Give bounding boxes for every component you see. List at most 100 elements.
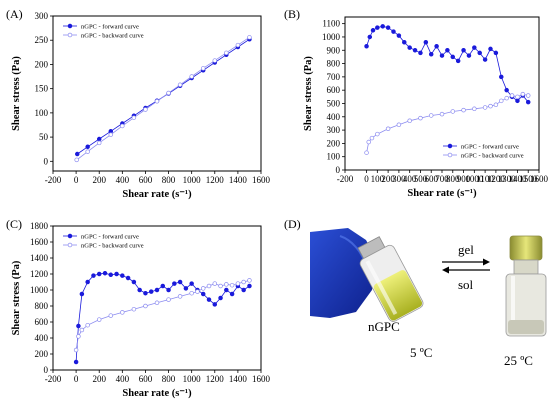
y-tick-label: 1400 xyxy=(30,253,49,263)
plot-frame xyxy=(52,15,262,172)
data-point xyxy=(493,102,499,108)
gel-label: gel xyxy=(458,242,474,257)
data-point xyxy=(499,98,504,104)
legend-marker xyxy=(447,152,453,158)
legend-marker xyxy=(67,23,73,29)
y-tick-label: 150 xyxy=(35,84,49,94)
series-line xyxy=(366,93,529,153)
data-point xyxy=(137,287,142,293)
data-point xyxy=(183,286,189,291)
x-tick-label: 400 xyxy=(403,174,417,184)
data-point xyxy=(143,107,148,112)
x-tick-label: 700 xyxy=(435,174,449,184)
data-point xyxy=(472,106,477,112)
y-tick-label: 1800 xyxy=(30,221,49,231)
data-point xyxy=(85,149,90,154)
data-point xyxy=(520,91,526,97)
y-tick-label: 0 xyxy=(44,365,49,375)
panel-label-b: (B) xyxy=(284,7,300,21)
data-point xyxy=(499,74,504,80)
data-point xyxy=(364,44,369,49)
data-point xyxy=(75,151,80,157)
x-tick-label: 200 xyxy=(92,374,106,384)
data-point xyxy=(218,295,223,301)
y-tick-label: 300 xyxy=(327,125,341,135)
data-point xyxy=(423,40,429,45)
data-point xyxy=(488,46,493,52)
data-point xyxy=(108,313,114,318)
x-tick-label: 1200 xyxy=(206,374,225,384)
x-tick-label: 0 xyxy=(74,175,79,185)
y-tick-label: 1200 xyxy=(30,269,49,279)
x-tick-label: 1100 xyxy=(476,174,494,184)
data-point xyxy=(247,278,252,283)
data-point xyxy=(79,327,85,333)
data-point xyxy=(504,87,509,93)
data-point xyxy=(450,109,456,114)
data-point xyxy=(131,115,137,120)
data-point xyxy=(418,50,423,56)
legend-label: nGPC - backward curve xyxy=(461,152,524,159)
y-tick-label: 1100 xyxy=(322,19,340,29)
x-tick-label: 1200 xyxy=(206,175,225,185)
data-point xyxy=(229,282,235,288)
data-point xyxy=(380,24,385,29)
liquid-vial-image xyxy=(357,236,424,322)
data-point xyxy=(493,50,499,56)
data-point xyxy=(160,283,166,289)
panel-label-c: (C) xyxy=(6,217,22,231)
data-point xyxy=(466,53,472,58)
data-point xyxy=(396,122,402,128)
data-point xyxy=(143,290,148,296)
data-point xyxy=(102,270,108,276)
x-tick-label: 1600 xyxy=(252,374,271,384)
x-tick-label: 800 xyxy=(162,374,176,384)
data-point xyxy=(364,150,369,155)
x-tick-label: 600 xyxy=(139,374,153,384)
data-point xyxy=(177,279,183,285)
data-point xyxy=(85,279,90,285)
data-point xyxy=(108,272,114,278)
data-point xyxy=(224,282,229,287)
data-point xyxy=(166,297,171,302)
data-point xyxy=(428,113,434,118)
y-tick-label: 300 xyxy=(35,11,49,21)
data-point xyxy=(218,283,223,289)
data-point xyxy=(229,291,235,297)
data-point xyxy=(461,48,466,53)
data-point xyxy=(472,45,477,50)
x-tick-label: 200 xyxy=(92,175,106,185)
y-tick-label: 200 xyxy=(327,138,341,148)
y-tick-label: 700 xyxy=(327,72,341,82)
x-tick-label: 100 xyxy=(371,174,385,184)
y-tick-label: 200 xyxy=(35,59,49,69)
data-point xyxy=(166,287,171,293)
data-point xyxy=(74,157,79,163)
data-point xyxy=(385,25,391,30)
data-point xyxy=(96,317,102,322)
temperature-25c-label: 25 ºC xyxy=(504,353,533,368)
x-tick-label: 1400 xyxy=(229,175,248,185)
gel-vial-image xyxy=(505,235,547,337)
y-tick-label: 50 xyxy=(39,132,49,142)
legend-marker xyxy=(447,143,453,149)
data-point xyxy=(91,273,96,278)
data-point xyxy=(461,107,466,113)
x-tick-label: 0 xyxy=(364,174,369,184)
sol-label: sol xyxy=(458,277,474,292)
data-point xyxy=(509,93,515,98)
data-point xyxy=(525,99,531,105)
y-tick-label: 500 xyxy=(327,98,341,108)
data-point xyxy=(235,281,241,286)
x-tick-label: 400 xyxy=(116,374,130,384)
chart-c: -200 0 200 400 600 800 1000 1200 1400 16000200400… xyxy=(11,221,271,399)
data-point xyxy=(369,135,375,141)
legend-label: nGPC - forward curve xyxy=(81,233,139,240)
legend-marker xyxy=(67,32,73,38)
data-point xyxy=(375,131,380,137)
data-point xyxy=(247,283,252,289)
data-point xyxy=(366,139,371,145)
x-tick-label: 1500 xyxy=(519,174,538,184)
data-point xyxy=(131,306,137,312)
